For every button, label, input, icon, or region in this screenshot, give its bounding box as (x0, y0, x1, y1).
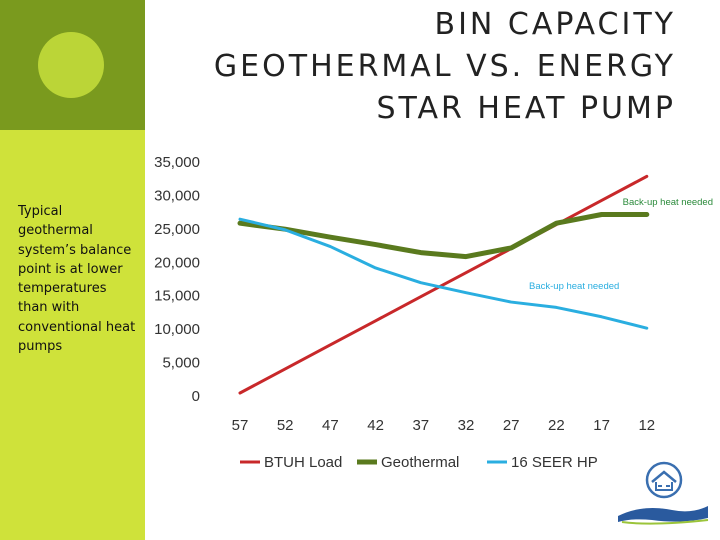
y-tick-label: 20,000 (154, 254, 200, 271)
legend-label: Geothermal (381, 454, 459, 471)
annotation-label: Back-up heat needed (623, 197, 713, 208)
y-tick-label: 0 (192, 388, 200, 405)
y-tick-label: 5,000 (162, 355, 200, 372)
series-line (238, 217, 649, 330)
x-tick-label: 27 (503, 417, 520, 434)
slide-title: BIN CAPACITY GEOTHERMAL VS. ENERGY STAR … (213, 7, 676, 126)
sidebar-caption: Typical geothermal system’s balance poin… (18, 204, 136, 355)
series-line (238, 174, 649, 395)
legend-label: 16 SEER HP (511, 454, 598, 471)
x-tick-label: 22 (548, 417, 565, 434)
legend-label: BTUH Load (264, 454, 342, 471)
x-tick-label: 32 (458, 417, 475, 434)
x-tick-label: 12 (638, 417, 655, 434)
y-tick-label: 10,000 (154, 321, 200, 338)
decorative-circle (38, 32, 104, 98)
y-tick-label: 30,000 (154, 187, 200, 204)
x-tick-label: 47 (322, 417, 339, 434)
series-line (237, 211, 650, 260)
sidebar-bottom-panel (0, 130, 145, 540)
y-tick-label: 25,000 (154, 221, 200, 238)
x-tick-label: 52 (277, 417, 294, 434)
x-tick-label: 17 (593, 417, 610, 434)
annotation-label: Back-up heat needed (529, 281, 619, 292)
header-separator (145, 130, 720, 132)
x-tick-label: 57 (232, 417, 249, 434)
x-tick-label: 42 (367, 417, 384, 434)
y-tick-label: 15,000 (154, 288, 200, 305)
x-tick-label: 37 (412, 417, 429, 434)
y-tick-label: 35,000 (154, 154, 200, 171)
waterfurnace-logo (612, 458, 714, 530)
